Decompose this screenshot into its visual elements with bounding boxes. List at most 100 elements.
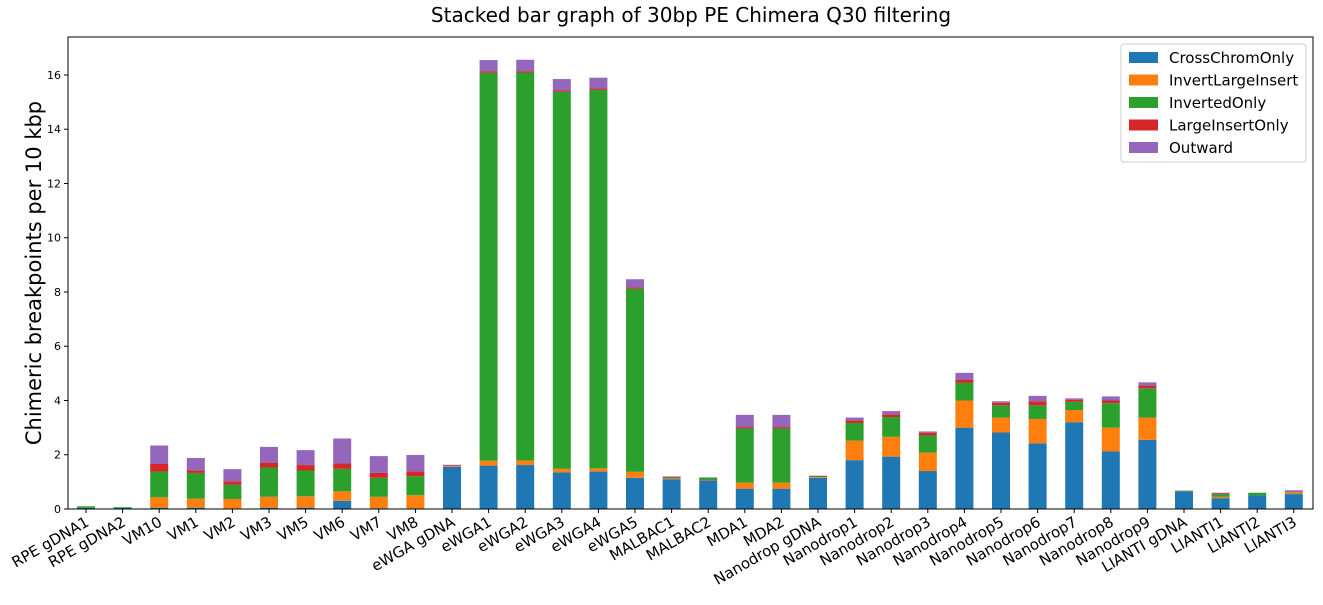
bar-LargeInsertOnly-16 <box>662 476 681 478</box>
y-axis-ticks: 0 2 4 6 8 10 12 14 16 <box>47 69 68 516</box>
bar-InvertLargeInsert-27 <box>1065 409 1084 423</box>
bar-InvertedOnly-16 <box>662 477 681 479</box>
bar-InvertLargeInsert-6 <box>296 496 315 508</box>
bar-InvertLargeInsert-5 <box>260 496 278 508</box>
bar-InvertedOnly-4 <box>223 484 242 499</box>
bar-Outward-15 <box>626 279 644 288</box>
bar-LargeInsertOnly-3 <box>186 470 205 473</box>
y-tick-label: 16 <box>47 69 61 82</box>
y-tick-label: 0 <box>54 503 61 516</box>
bar-Outward-10 <box>443 464 461 466</box>
bar-InvertLargeInsert-8 <box>369 496 388 509</box>
x-tick-label: VM6 <box>311 513 348 545</box>
bar-LargeInsertOnly-2 <box>150 463 169 472</box>
bar-CrossChromOnly-11 <box>479 465 498 509</box>
bar-LargeInsertOnly-27 <box>1065 399 1084 402</box>
bar-LargeInsertOnly-29 <box>1138 385 1157 389</box>
bar-InvertLargeInsert-21 <box>845 440 864 461</box>
bar-CrossChromOnly-23 <box>918 471 937 509</box>
bar-Outward-3 <box>186 458 205 471</box>
bar-Outward-31 <box>1211 492 1230 494</box>
bar-InvertLargeInsert-10 <box>443 466 461 467</box>
bar-Outward-4 <box>223 469 242 482</box>
bar-CrossChromOnly-18 <box>735 488 754 509</box>
bar-InvertedOnly-30 <box>1175 490 1193 492</box>
bar-Outward-5 <box>260 446 278 463</box>
bar-LargeInsertOnly-31 <box>1211 493 1230 495</box>
bar-Outward-17 <box>699 477 718 478</box>
bar-Outward-26 <box>1028 395 1047 402</box>
x-tick-label: VM7 <box>347 513 384 545</box>
bar-InvertLargeInsert-7 <box>333 491 352 501</box>
x-tick-label: VM10 <box>120 513 166 550</box>
bar-InvertedOnly-14 <box>589 89 608 469</box>
y-axis-label: Chimeric breakpoints per 10 kbp <box>22 101 46 445</box>
plot-frame <box>67 36 1314 510</box>
bar-Outward-6 <box>296 450 315 466</box>
bar-Outward-29 <box>1138 382 1157 386</box>
bar-CrossChromOnly-3 <box>186 507 205 509</box>
bar-CrossChromOnly-6 <box>296 507 315 509</box>
bar-Outward-13 <box>552 79 571 91</box>
bar-InvertLargeInsert-23 <box>918 452 937 472</box>
bar-Outward-18 <box>735 414 754 428</box>
bar-InvertedOnly-24 <box>955 382 974 401</box>
bar-InvertedOnly-23 <box>918 435 937 453</box>
bar-InvertedOnly-3 <box>186 472 205 499</box>
bar-LargeInsertOnly-6 <box>296 465 315 471</box>
bar-Outward-33 <box>1284 490 1303 492</box>
bar-CrossChromOnly-29 <box>1138 439 1157 509</box>
bar-InvertLargeInsert-16 <box>662 478 681 480</box>
bar-LargeInsertOnly-11 <box>479 71 498 73</box>
x-tick-label: MDA1 <box>704 513 751 551</box>
bar-Outward-28 <box>1101 396 1120 401</box>
bar-Outward-24 <box>955 372 974 380</box>
bar-LargeInsertOnly-8 <box>369 472 388 478</box>
bar-CrossChromOnly-13 <box>552 472 571 509</box>
legend-swatch-InvertedOnly <box>1129 97 1158 108</box>
bar-InvertLargeInsert-31 <box>1211 496 1230 499</box>
bar-LargeInsertOnly-7 <box>333 463 352 469</box>
y-tick-label: 4 <box>54 394 61 407</box>
bar-LargeInsertOnly-19 <box>772 427 791 429</box>
bar-InvertLargeInsert-19 <box>772 482 791 489</box>
bar-CrossChromOnly-15 <box>626 477 644 509</box>
bar-CrossChromOnly-26 <box>1028 443 1047 509</box>
y-tick-label: 14 <box>47 123 61 136</box>
y-tick-label: 2 <box>54 449 61 462</box>
legend-label-InvertedOnly: InvertedOnly <box>1169 94 1266 112</box>
bar-InvertLargeInsert-28 <box>1101 427 1120 452</box>
bar-Outward-22 <box>882 411 901 415</box>
bar-Outward-14 <box>589 77 608 89</box>
legend: CrossChromOnly InvertLargeInsert InvertedO… <box>1120 43 1307 163</box>
bar-LargeInsertOnly-25 <box>992 402 1010 406</box>
bar-InvertLargeInsert-33 <box>1284 492 1303 495</box>
bar-InvertedOnly-6 <box>296 470 315 497</box>
bar-InvertedOnly-8 <box>369 477 388 497</box>
bar-Outward-16 <box>662 476 681 477</box>
legend-label-CrossChromOnly: CrossChromOnly <box>1169 49 1294 67</box>
bar-InvertedOnly-11 <box>479 72 498 461</box>
legend-label-InvertLargeInsert: InvertLargeInsert <box>1169 72 1298 90</box>
bar-LargeInsertOnly-12 <box>516 71 535 73</box>
bar-InvertedOnly-22 <box>882 417 901 437</box>
bar-CrossChromOnly-20 <box>809 477 827 509</box>
x-tick-label: VM2 <box>201 513 238 545</box>
bar-InvertedOnly-27 <box>1065 401 1084 410</box>
chart-title: Stacked bar graph of 30bp PE Chimera Q30… <box>431 3 951 27</box>
bar-InvertedOnly-18 <box>735 428 754 483</box>
legend-swatch-InvertLargeInsert <box>1129 74 1158 86</box>
bar-CrossChromOnly-24 <box>955 427 974 509</box>
bar-InvertedOnly-7 <box>333 468 352 492</box>
x-tick-label: VM5 <box>274 513 311 545</box>
bar-InvertedOnly-0 <box>77 506 95 508</box>
bar-InvertLargeInsert-14 <box>589 468 608 472</box>
bar-CrossChromOnly-7 <box>333 500 352 509</box>
bar-CrossChromOnly-14 <box>589 471 608 509</box>
bar-LargeInsertOnly-9 <box>406 471 425 477</box>
bar-InvertedOnly-21 <box>845 423 864 441</box>
bar-InvertedOnly-26 <box>1028 405 1047 419</box>
bar-Outward-9 <box>406 455 425 472</box>
